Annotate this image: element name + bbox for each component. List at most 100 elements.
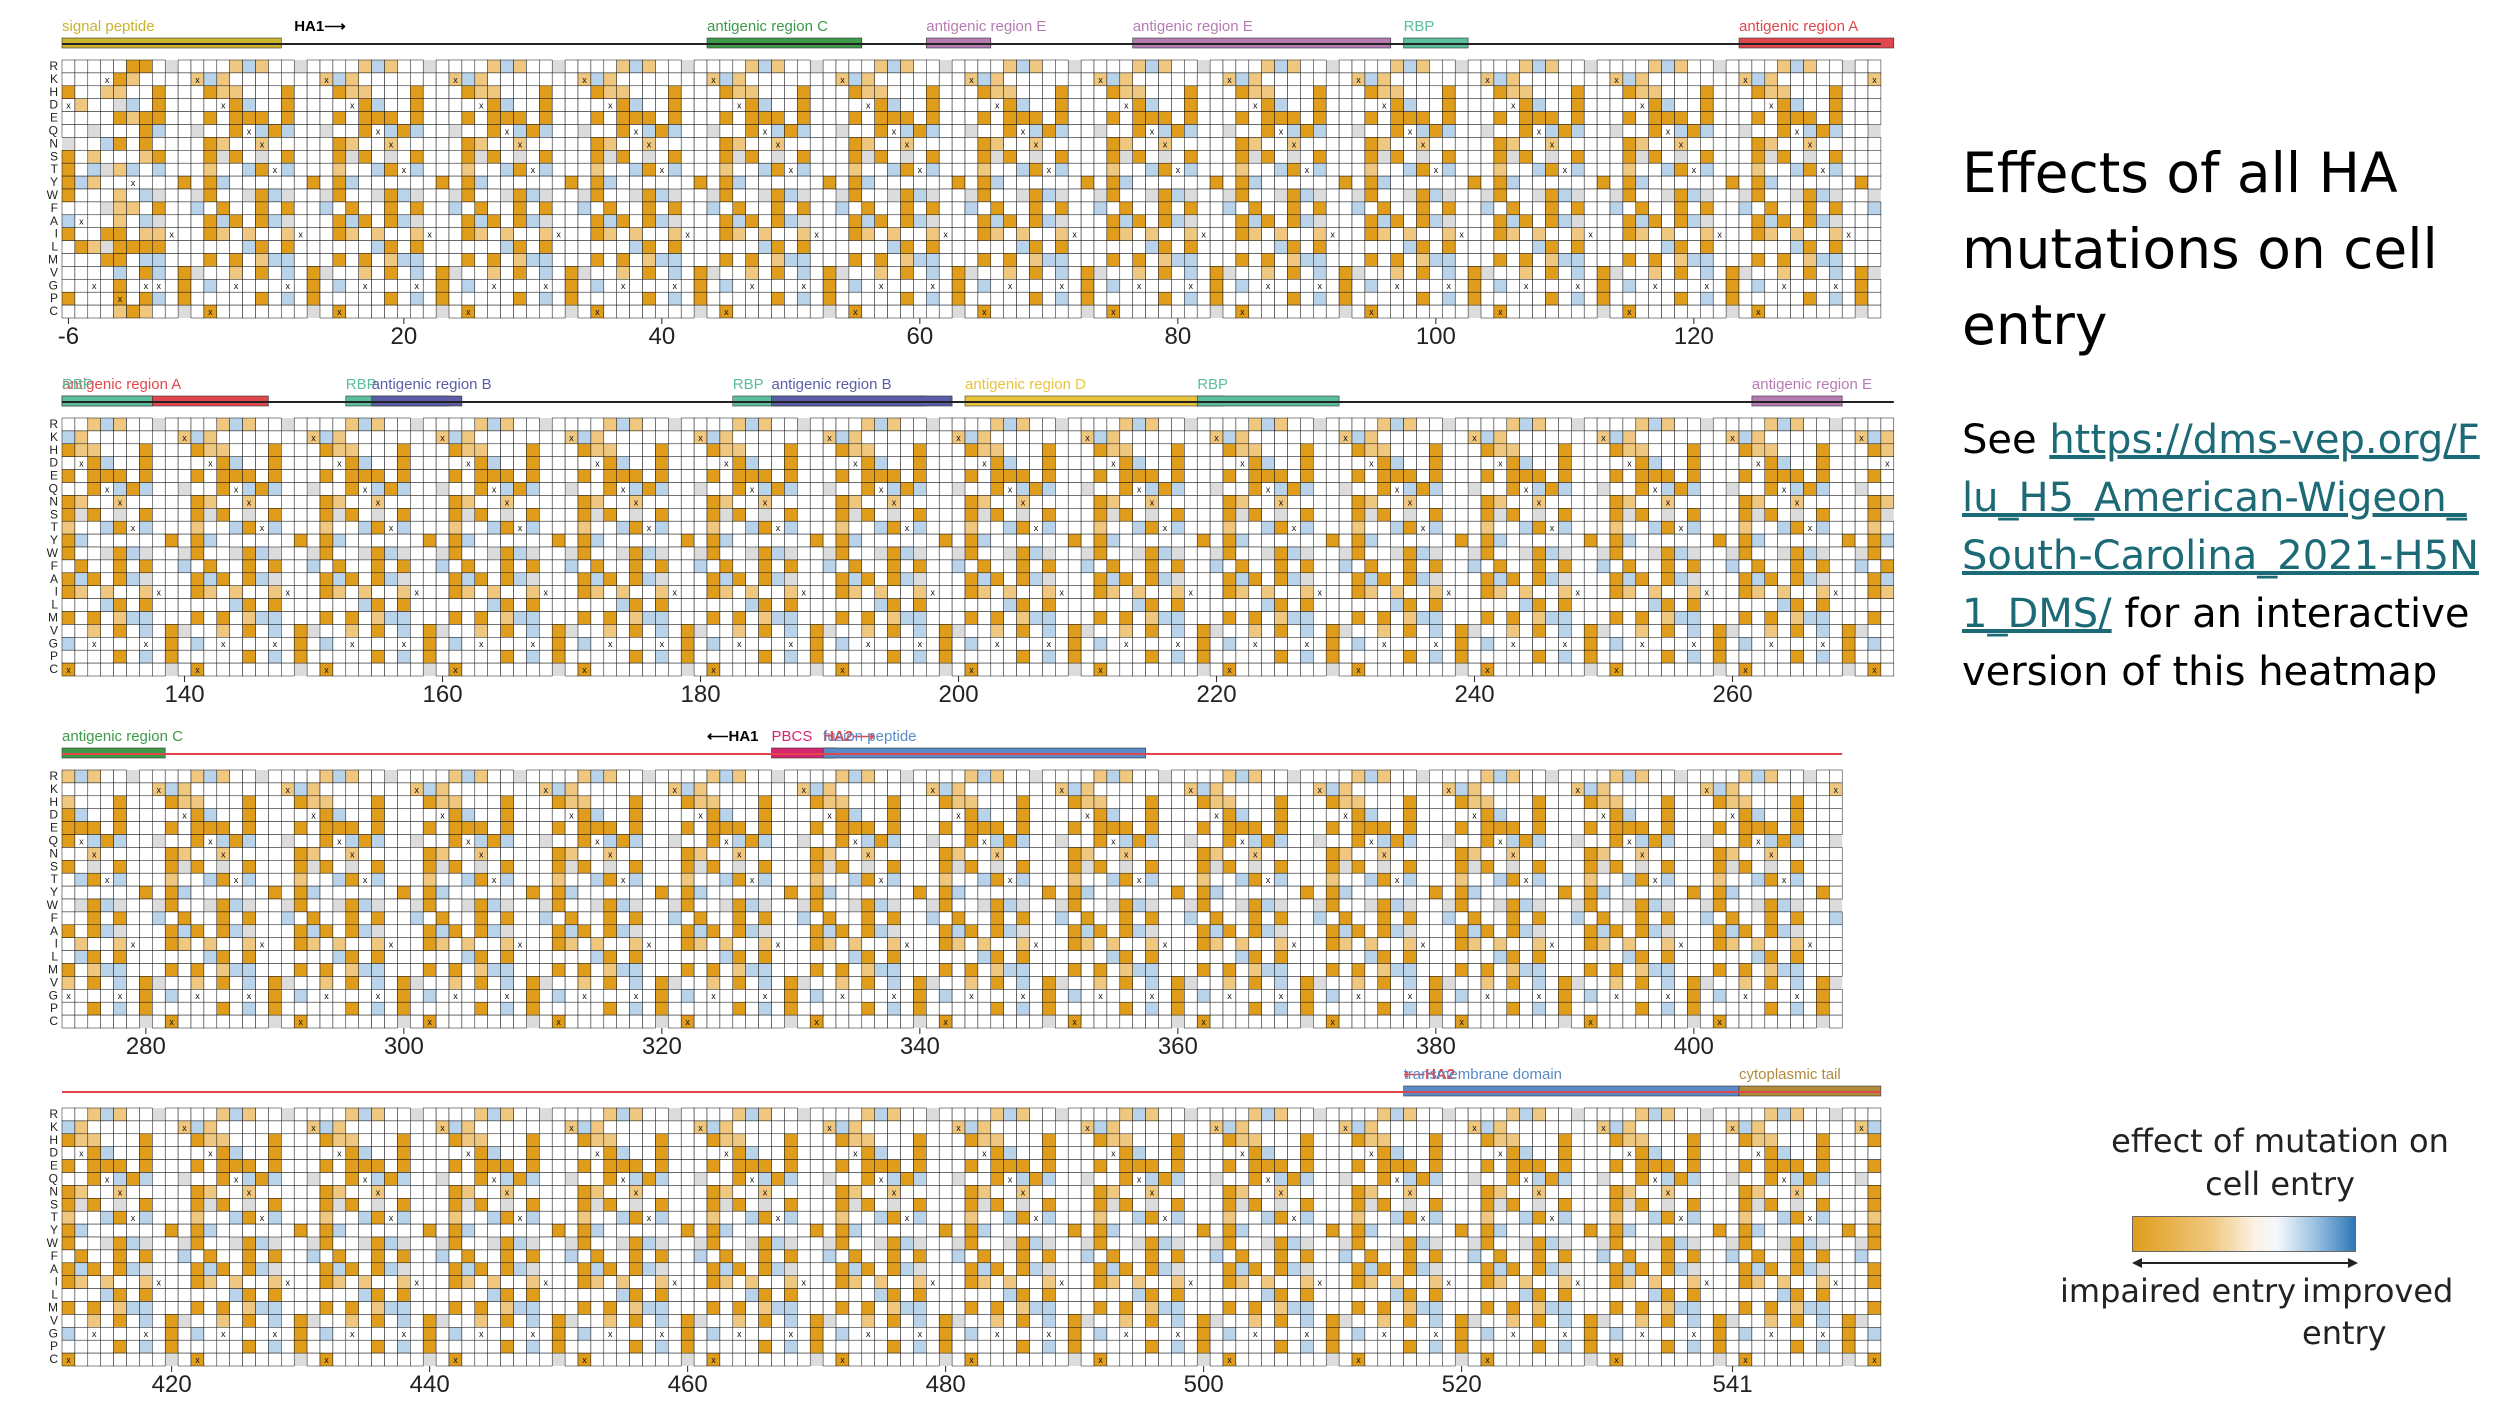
svg-text:x: x: [892, 126, 897, 136]
svg-text:x: x: [402, 165, 407, 175]
site-tick-label: 480: [926, 1371, 966, 1398]
svg-text:x: x: [814, 230, 819, 240]
amino-acid-label: I: [55, 227, 58, 241]
svg-text:x: x: [505, 497, 510, 507]
colorbar-legend: effect of mutation on cell entry impaire…: [2040, 1120, 2500, 1380]
interactive-heatmap-link[interactable]: https://dms-vep.org/Flu_H5_American-Wige…: [1962, 417, 2480, 637]
annotation-label: fusion peptide: [823, 728, 916, 745]
svg-text:x: x: [389, 139, 394, 149]
svg-text:x: x: [1524, 281, 1529, 291]
svg-text:x: x: [673, 588, 678, 598]
svg-text:x: x: [982, 459, 987, 469]
svg-text:x: x: [1098, 75, 1103, 85]
amino-acid-label: Q: [49, 124, 58, 138]
svg-text:x: x: [1292, 139, 1297, 149]
svg-text:x: x: [1627, 307, 1632, 317]
svg-text:x: x: [1253, 101, 1258, 111]
amino-acid-label: W: [47, 1236, 59, 1250]
svg-text:x: x: [905, 523, 910, 533]
amino-acid-label: H: [49, 443, 58, 457]
svg-text:x: x: [905, 139, 910, 149]
svg-text:x: x: [918, 165, 923, 175]
site-tick-label: 240: [1455, 681, 1495, 708]
annotation-label: antigenic region E: [1752, 376, 1872, 393]
svg-text:x: x: [595, 459, 600, 469]
heatmap-row-1: signal peptide HA1⟶ antigenic region C anti…: [47, 18, 1895, 350]
svg-text:x: x: [724, 307, 729, 317]
site-tick-label: 420: [152, 1371, 192, 1398]
amino-acid-label: L: [51, 1288, 58, 1302]
amino-acid-label: N: [49, 494, 58, 508]
annotation-label: transmembrane domain: [1404, 1066, 1562, 1083]
amino-acid-label: V: [50, 623, 58, 637]
site-tick-label: 200: [939, 681, 979, 708]
annotation-label: antigenic region E: [926, 18, 1046, 35]
annotation-label: RBP: [1404, 18, 1435, 35]
svg-text:x: x: [337, 459, 342, 469]
annotation-label: cytoplasmic tail: [1739, 1066, 1841, 1083]
amino-acid-label: T: [51, 520, 59, 534]
site-tick-label: 280: [126, 1033, 166, 1060]
svg-text:x: x: [995, 101, 1000, 111]
amino-acid-label: I: [55, 585, 58, 599]
svg-text:x: x: [1743, 75, 1748, 85]
site-tick-label: 440: [410, 1371, 450, 1398]
amino-acid-label: N: [49, 1184, 58, 1198]
svg-text:x: x: [1705, 281, 1710, 291]
amino-acid-label: H: [49, 795, 58, 809]
site-tick-label: 120: [1674, 323, 1714, 350]
svg-text:x: x: [1795, 126, 1800, 136]
svg-text:x: x: [737, 101, 742, 111]
amino-acid-label: R: [49, 417, 58, 431]
svg-text:x: x: [350, 101, 355, 111]
svg-text:x: x: [892, 497, 897, 507]
svg-text:x: x: [363, 281, 368, 291]
svg-text:x: x: [969, 665, 974, 675]
svg-text:x: x: [66, 101, 71, 111]
svg-text:x: x: [750, 484, 755, 494]
svg-text:x: x: [531, 165, 536, 175]
svg-text:x: x: [298, 230, 303, 240]
svg-text:x: x: [1201, 230, 1206, 240]
svg-text:x: x: [440, 433, 445, 443]
svg-text:x: x: [1459, 230, 1464, 240]
amino-acid-label: P: [50, 1001, 58, 1015]
svg-text:x: x: [131, 523, 136, 533]
svg-text:x: x: [1511, 101, 1516, 111]
annotation-label: RBP: [346, 376, 377, 393]
heatmap-cells: xxxxxxxxxxxxxxxxxxxxxxxxxxxxxxxxxxxxxxxx…: [61, 417, 1895, 677]
svg-text:x: x: [144, 639, 149, 649]
legend-impaired-label: impaired entry: [2060, 1272, 2297, 1310]
svg-text:x: x: [1047, 639, 1052, 649]
svg-text:x: x: [556, 230, 561, 240]
amino-acid-label: R: [49, 59, 58, 73]
see-suffix: for an interactive version of this heatm…: [1962, 591, 2470, 695]
heatmap-cells: xxxxxxxxxxxxxxxxxxxxxxxxxxxxxxxxxxxxxxxx…: [61, 769, 1843, 1029]
svg-text:x: x: [144, 281, 149, 291]
svg-text:x: x: [1150, 126, 1155, 136]
amino-acid-label: L: [51, 950, 58, 964]
svg-text:x: x: [1717, 230, 1722, 240]
svg-text:x: x: [518, 523, 523, 533]
site-tick-label: 380: [1416, 1033, 1456, 1060]
site-tick-label: 300: [384, 1033, 424, 1060]
svg-text:x: x: [337, 307, 342, 317]
svg-text:x: x: [763, 126, 768, 136]
svg-text:x: x: [105, 484, 110, 494]
amino-acid-label: T: [51, 1210, 59, 1224]
amino-acid-label: A: [50, 1262, 58, 1276]
svg-text:x: x: [763, 497, 768, 507]
amino-acid-label: R: [49, 769, 58, 783]
svg-text:x: x: [479, 101, 484, 111]
svg-text:x: x: [789, 639, 794, 649]
annotation-label: ⟵HA1: [707, 728, 759, 745]
svg-text:x: x: [363, 484, 368, 494]
svg-text:x: x: [1447, 281, 1452, 291]
svg-text:x: x: [840, 665, 845, 675]
amino-acid-label: E: [50, 469, 58, 483]
svg-text:x: x: [415, 281, 420, 291]
amino-acid-label: A: [50, 924, 58, 938]
svg-text:x: x: [1666, 126, 1671, 136]
amino-acid-label: I: [55, 1275, 58, 1289]
annotation-label: antigenic region A: [1739, 18, 1858, 35]
